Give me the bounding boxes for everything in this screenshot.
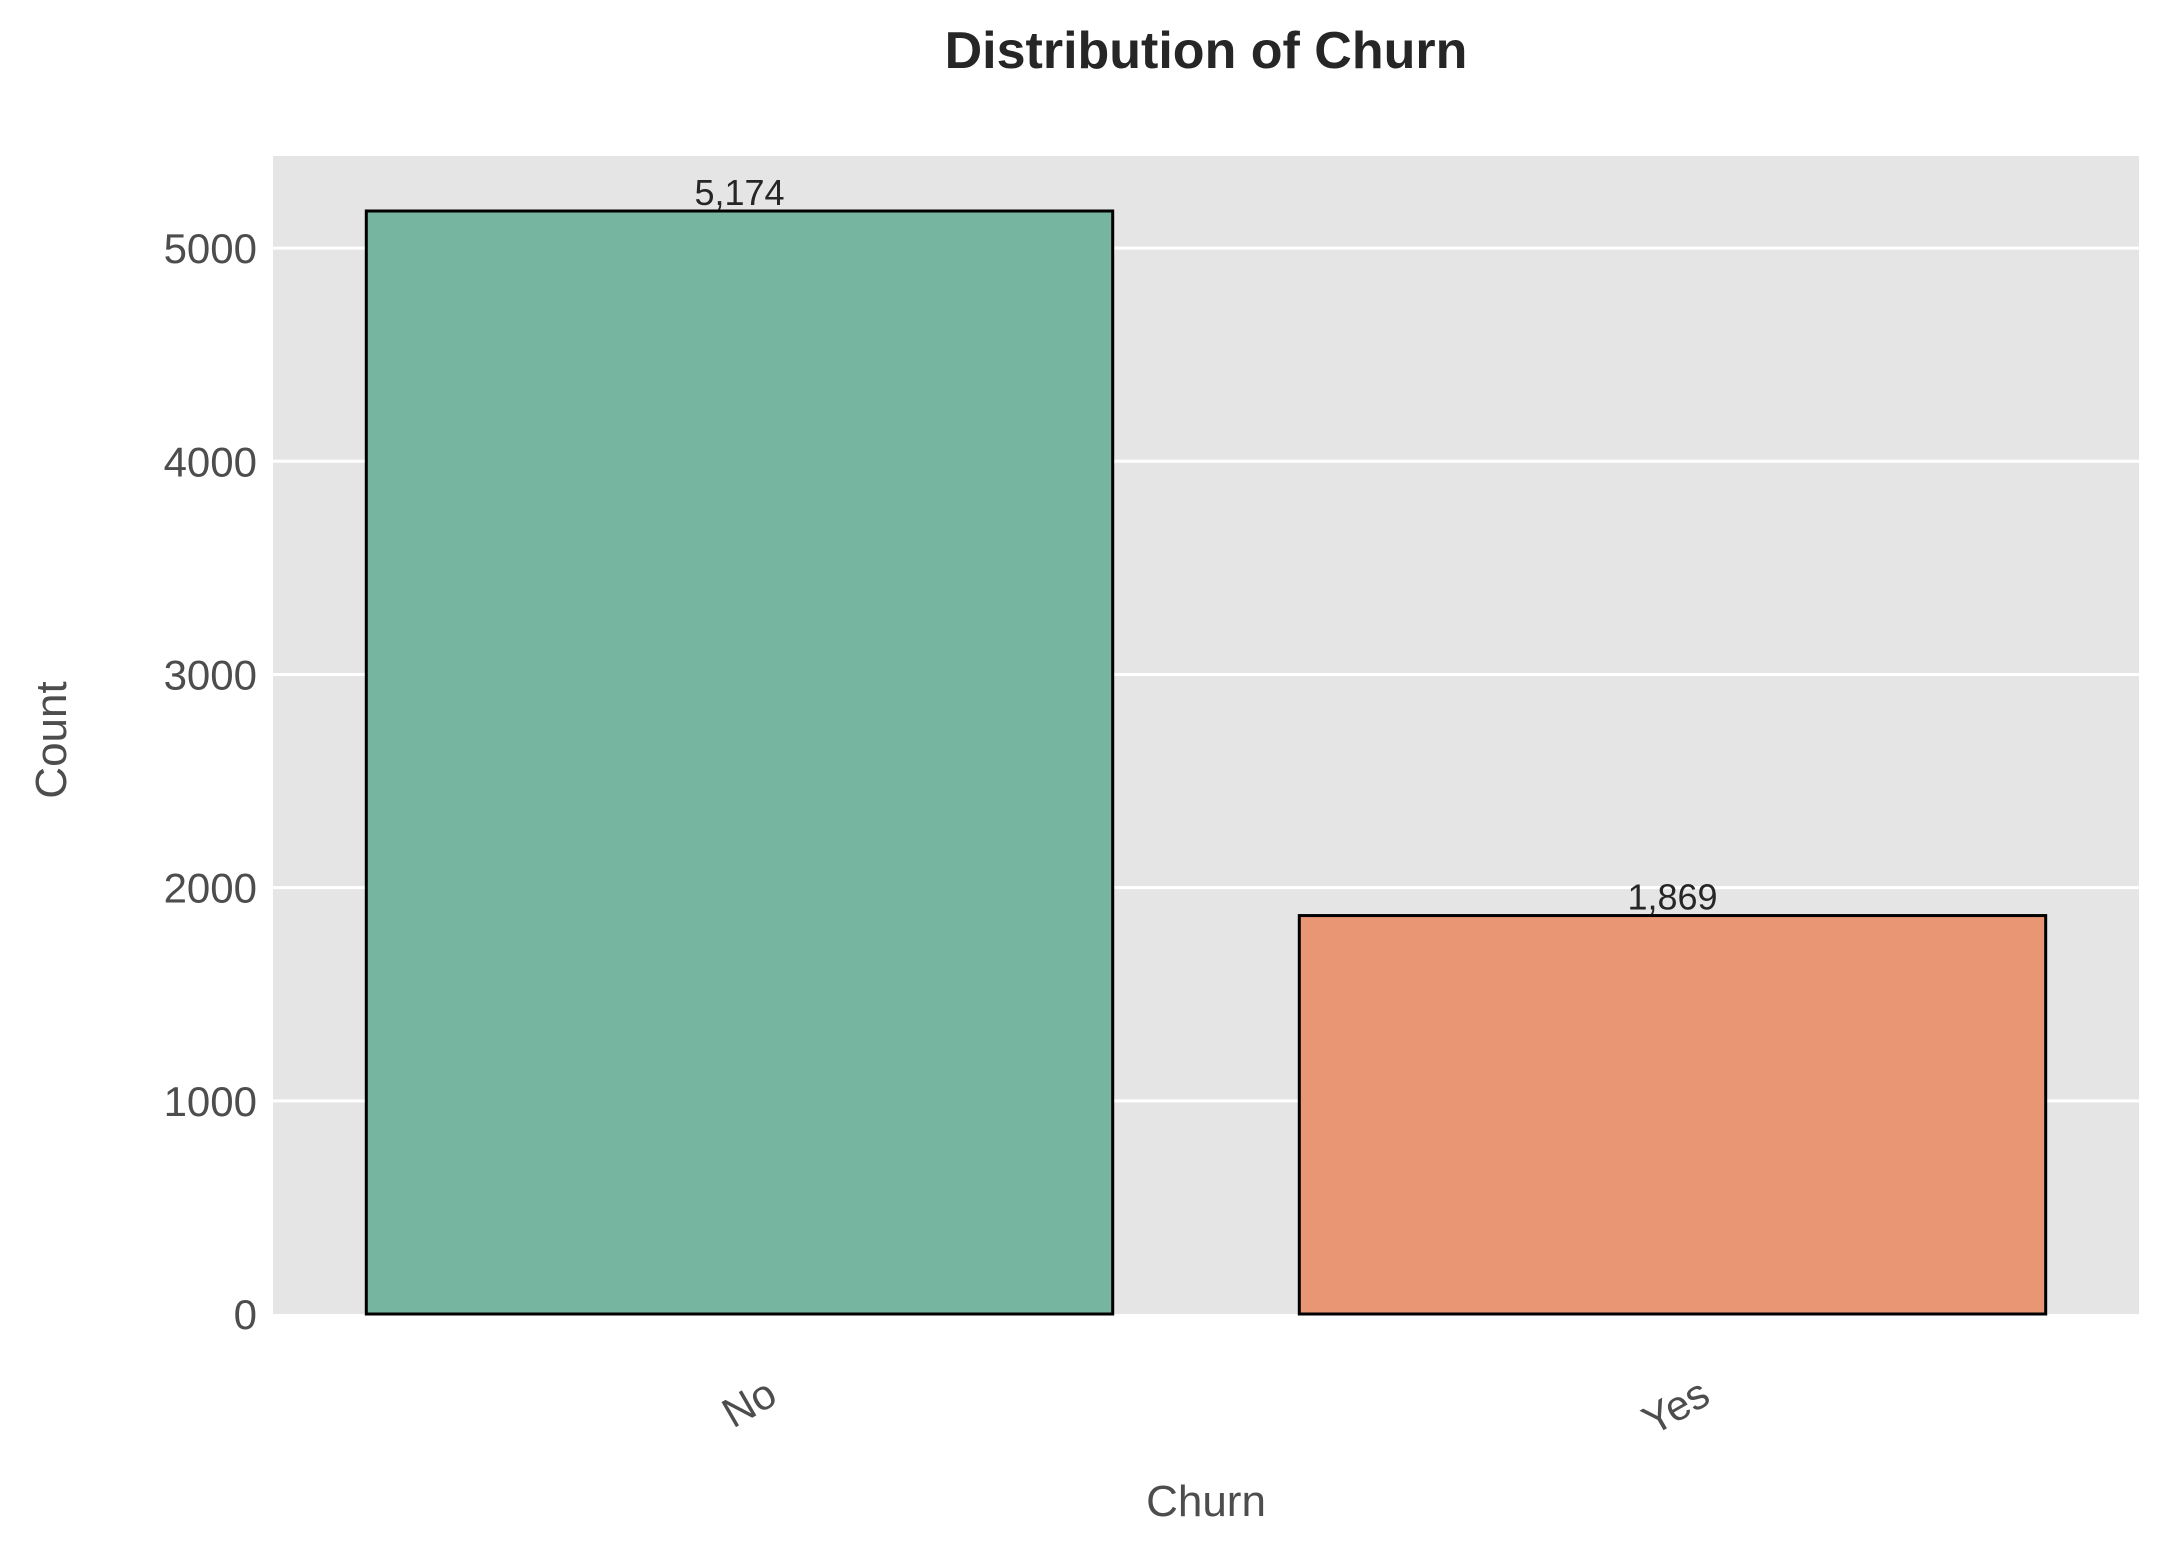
data-labels: 5,174 1,869 bbox=[694, 172, 1717, 918]
data-label-no: 5,174 bbox=[694, 172, 784, 213]
bar-yes bbox=[1297, 914, 2048, 1316]
bars bbox=[364, 209, 2048, 1316]
x-tick-label-yes: Yes bbox=[1634, 1369, 1717, 1444]
y-tick-label: 2000 bbox=[164, 865, 257, 912]
x-axis-ticks: No Yes bbox=[714, 1369, 1717, 1444]
x-axis-label: Churn bbox=[1146, 1477, 1266, 1526]
y-axis-ticks: 0 1000 2000 3000 4000 5000 bbox=[164, 225, 257, 1338]
y-tick-label: 3000 bbox=[164, 651, 257, 698]
x-tick-label-no: No bbox=[714, 1369, 784, 1437]
y-tick-label: 0 bbox=[234, 1291, 257, 1338]
y-tick-label: 4000 bbox=[164, 438, 257, 485]
y-tick-label: 5000 bbox=[164, 225, 257, 272]
bar-no bbox=[364, 209, 1115, 1316]
data-label-yes: 1,869 bbox=[1627, 877, 1717, 918]
y-tick-label: 1000 bbox=[164, 1078, 257, 1125]
y-axis-label: Count bbox=[27, 681, 76, 798]
chart-title: Distribution of Churn bbox=[945, 22, 1468, 80]
